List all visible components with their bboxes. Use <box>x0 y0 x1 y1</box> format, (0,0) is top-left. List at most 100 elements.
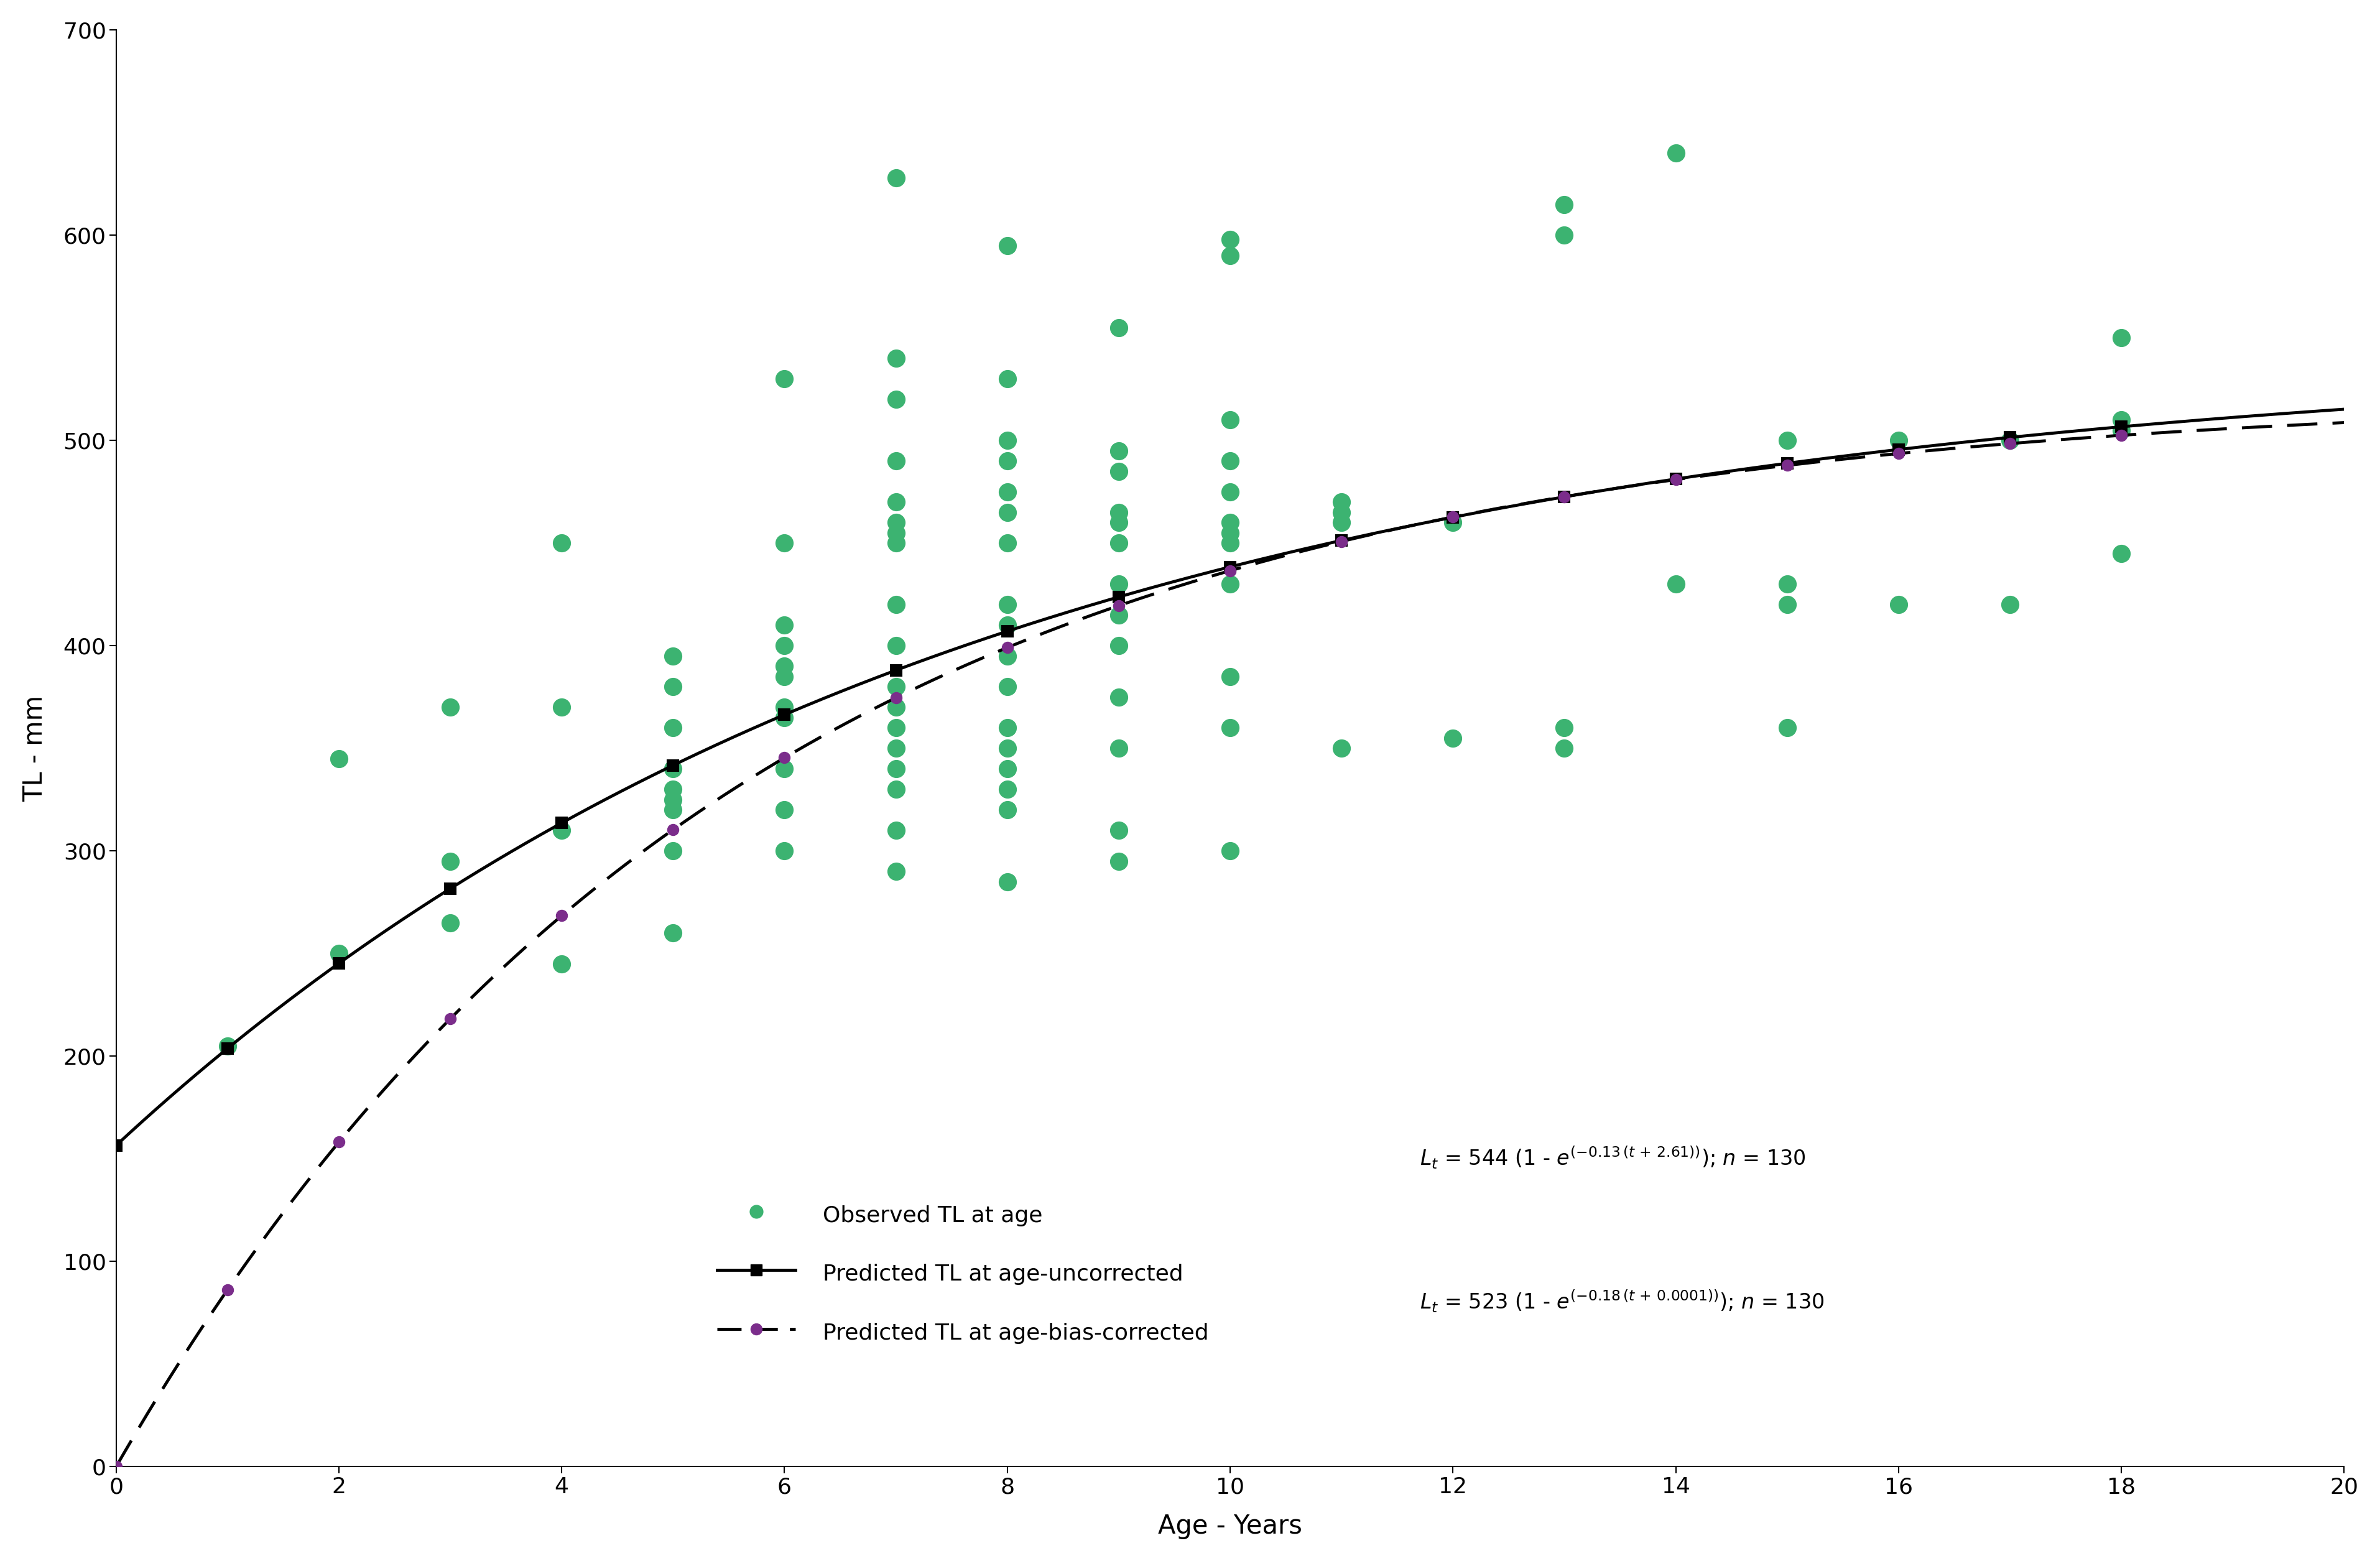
Observed TL at age <box>543 531 581 556</box>
Observed TL at age <box>543 695 581 720</box>
Observed TL at age <box>1768 428 1806 453</box>
Observed TL at age <box>2102 540 2140 565</box>
Observed TL at age <box>431 695 469 720</box>
Observed TL at age <box>1100 685 1138 710</box>
Observed TL at age <box>2102 418 2140 443</box>
Observed TL at age <box>988 735 1026 760</box>
Observed TL at age <box>1433 726 1471 751</box>
Observed TL at age <box>655 715 693 740</box>
Observed TL at age <box>766 838 804 863</box>
Observed TL at age <box>876 634 914 659</box>
Observed TL at age <box>988 777 1026 802</box>
Observed TL at age <box>1100 510 1138 535</box>
Observed TL at age <box>988 715 1026 740</box>
Observed TL at age <box>1880 428 1918 453</box>
Observed TL at age <box>988 428 1026 453</box>
Observed TL at age <box>2102 407 2140 432</box>
Observed TL at age <box>876 715 914 740</box>
Observed TL at age <box>876 347 914 372</box>
Observed TL at age <box>988 531 1026 556</box>
Observed TL at age <box>431 910 469 935</box>
Observed TL at age <box>209 1033 248 1058</box>
Observed TL at age <box>876 818 914 843</box>
Observed TL at age <box>1880 592 1918 617</box>
Text: $\mathit{L}_t$ = 523 (1 - $e^{(-0.18\,(t\,+\,0.0001))}$); $\mathit{n}$ = 130: $\mathit{L}_t$ = 523 (1 - $e^{(-0.18\,(t… <box>1418 1289 1823 1314</box>
Observed TL at age <box>1211 663 1250 688</box>
Observed TL at age <box>876 165 914 190</box>
Observed TL at age <box>655 777 693 802</box>
Observed TL at age <box>1990 592 2028 617</box>
Observed TL at age <box>1211 510 1250 535</box>
Observed TL at age <box>1100 818 1138 843</box>
Observed TL at age <box>1545 192 1583 217</box>
Observed TL at age <box>319 941 357 966</box>
X-axis label: Age - Years: Age - Years <box>1159 1513 1302 1539</box>
Observed TL at age <box>876 490 914 515</box>
Observed TL at age <box>988 869 1026 894</box>
Observed TL at age <box>1100 849 1138 874</box>
Observed TL at age <box>876 448 914 473</box>
Observed TL at age <box>766 531 804 556</box>
Observed TL at age <box>1323 510 1361 535</box>
Observed TL at age <box>1100 634 1138 659</box>
Observed TL at age <box>1100 571 1138 596</box>
Observed TL at age <box>1656 571 1695 596</box>
Observed TL at age <box>1211 448 1250 473</box>
Observed TL at age <box>988 674 1026 699</box>
Observed TL at age <box>1323 490 1361 515</box>
Observed TL at age <box>1990 428 2028 453</box>
Observed TL at age <box>988 757 1026 782</box>
Observed TL at age <box>766 706 804 731</box>
Observed TL at age <box>543 951 581 976</box>
Observed TL at age <box>655 643 693 668</box>
Observed TL at age <box>876 777 914 802</box>
Observed TL at age <box>1211 407 1250 432</box>
Observed TL at age <box>876 387 914 412</box>
Observed TL at age <box>876 735 914 760</box>
Y-axis label: TL - mm: TL - mm <box>21 695 48 801</box>
Observed TL at age <box>1211 520 1250 545</box>
Observed TL at age <box>655 838 693 863</box>
Observed TL at age <box>543 818 581 843</box>
Observed TL at age <box>988 613 1026 638</box>
Observed TL at age <box>1768 715 1806 740</box>
Observed TL at age <box>431 849 469 874</box>
Observed TL at age <box>876 510 914 535</box>
Observed TL at age <box>655 787 693 812</box>
Observed TL at age <box>988 479 1026 504</box>
Observed TL at age <box>1100 315 1138 340</box>
Observed TL at age <box>988 798 1026 823</box>
Observed TL at age <box>655 757 693 782</box>
Legend: Observed TL at age, Predicted TL at age-uncorrected, Predicted TL at age-bias-co: Observed TL at age, Predicted TL at age-… <box>707 1191 1219 1355</box>
Observed TL at age <box>876 674 914 699</box>
Observed TL at age <box>876 531 914 556</box>
Observed TL at age <box>1211 571 1250 596</box>
Observed TL at age <box>988 233 1026 258</box>
Observed TL at age <box>1211 226 1250 251</box>
Observed TL at age <box>766 695 804 720</box>
Observed TL at age <box>1211 244 1250 268</box>
Observed TL at age <box>1768 592 1806 617</box>
Observed TL at age <box>1100 500 1138 524</box>
Observed TL at age <box>988 643 1026 668</box>
Observed TL at age <box>876 520 914 545</box>
Observed TL at age <box>1656 140 1695 165</box>
Observed TL at age <box>988 592 1026 617</box>
Observed TL at age <box>766 663 804 688</box>
Observed TL at age <box>1768 571 1806 596</box>
Observed TL at age <box>876 592 914 617</box>
Observed TL at age <box>1211 838 1250 863</box>
Observed TL at age <box>988 448 1026 473</box>
Observed TL at age <box>876 757 914 782</box>
Observed TL at age <box>1100 735 1138 760</box>
Observed TL at age <box>1323 735 1361 760</box>
Observed TL at age <box>1211 479 1250 504</box>
Observed TL at age <box>1100 459 1138 484</box>
Observed TL at age <box>766 367 804 392</box>
Observed TL at age <box>1100 531 1138 556</box>
Observed TL at age <box>1323 500 1361 524</box>
Observed TL at age <box>766 798 804 823</box>
Observed TL at age <box>1545 223 1583 248</box>
Observed TL at age <box>766 613 804 638</box>
Observed TL at age <box>1433 510 1471 535</box>
